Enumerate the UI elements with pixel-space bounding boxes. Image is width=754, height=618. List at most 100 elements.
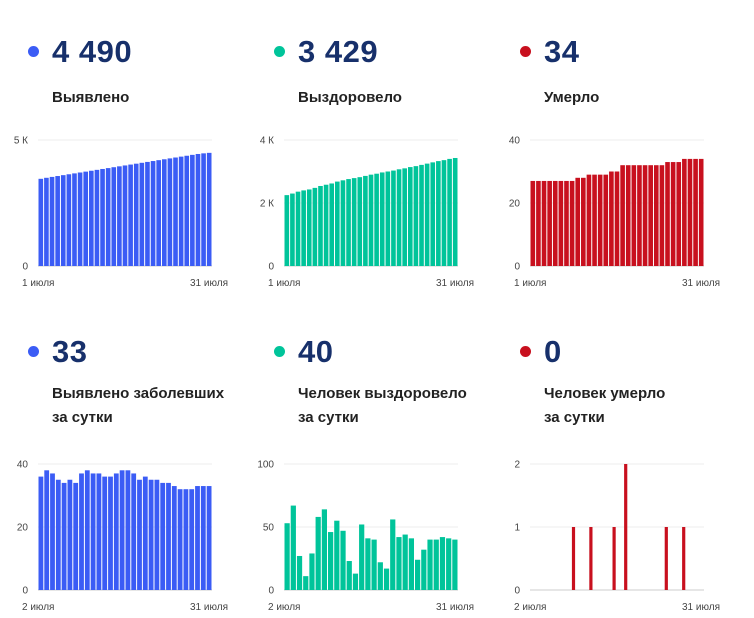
bar [38,178,44,266]
bar [306,189,312,266]
bar [614,171,620,266]
bar [430,162,436,266]
daily-died-value: 0 [544,334,562,369]
bar [421,549,427,590]
bar [195,486,200,590]
bar [113,473,119,590]
y-tick-label: 5 К [14,136,28,147]
bar [383,568,390,590]
bar [96,473,102,590]
bar [66,174,72,266]
bar [346,179,351,266]
bar [145,161,150,266]
bar [592,174,597,266]
bar [102,476,108,590]
bar [377,562,383,590]
bar [178,156,184,266]
bar [390,519,396,590]
recovered-dot-icon [274,46,285,57]
bar [552,180,558,266]
total-detected-value: 4 490 [52,34,133,69]
bar [391,170,396,266]
y-tick-label: 0 [514,586,520,597]
bar [402,534,408,590]
bar [670,162,676,266]
daily-recovered-label: Человек выздоровело за сутки [298,382,467,430]
bar [569,180,575,266]
bar [374,173,379,266]
x-start-label: 2 июля [268,602,300,613]
bar [125,470,131,590]
y-tick-label: 40 [17,460,29,471]
bar [648,165,653,266]
bar [408,538,414,590]
bar [571,527,576,590]
bar [55,479,61,590]
died-dot-icon [520,346,531,357]
y-tick-label: 0 [514,262,520,273]
bar [200,486,206,590]
bar [177,489,183,590]
bar [575,177,581,266]
x-start-label: 2 июля [514,602,546,613]
total-recovered-label: Выздоровело [298,86,402,110]
bar [201,153,206,266]
bar [664,527,668,590]
bar [296,555,303,590]
x-end-label: 31 июля [682,602,720,613]
daily-died-label-line-1: Человек умерло [544,385,666,402]
y-tick-label: 2 К [260,199,274,210]
bar [620,165,625,266]
bar [154,479,160,590]
bar [536,180,541,266]
bar [303,576,309,590]
bar [73,482,79,590]
bar [446,538,452,590]
y-tick-label: 0 [268,262,274,273]
bar [55,176,60,266]
bar [128,164,133,266]
bar [90,473,96,590]
panel-total-recovered: 3 429 Выздоровело 0 2 К 4 К 1 июля 31 июля [246,0,492,300]
daily-recovered-label-line-2: за сутки [298,409,359,426]
bar [665,162,670,266]
bar [77,172,83,266]
detected-dot-icon [28,346,39,357]
bar [413,166,419,266]
bar [530,180,536,266]
bar [698,158,704,266]
bar [318,185,323,266]
total-died-label: Умерло [544,86,599,110]
bar [396,537,402,590]
bar [335,181,340,266]
total-recovered-value: 3 429 [298,34,379,69]
bar [659,165,665,266]
bar [312,187,318,266]
bar [72,173,77,266]
y-tick-label: 4 К [260,136,274,147]
bar [586,174,592,266]
bar [682,527,686,590]
y-tick-label: 20 [509,199,521,210]
bar [284,195,290,266]
total-died-chart: 0 20 40 1 июля 31 июля [509,136,720,290]
died-dot-icon [520,46,531,57]
panel-daily-recovered: 40 Человек выздоровело за сутки 0 50 100 2 … [246,300,492,613]
bar [206,152,212,266]
bar [131,473,137,590]
y-tick-label: 0 [268,586,274,597]
bar [359,524,365,590]
bar [682,158,687,266]
bar [452,539,458,590]
bar [329,183,335,266]
bar [195,153,201,266]
bar [328,532,334,590]
bar [693,158,698,266]
bar [156,160,161,266]
bar [119,470,125,590]
bar [148,479,154,590]
bar [379,172,385,266]
bar [142,476,148,590]
bar [385,171,391,266]
bar [609,171,614,266]
